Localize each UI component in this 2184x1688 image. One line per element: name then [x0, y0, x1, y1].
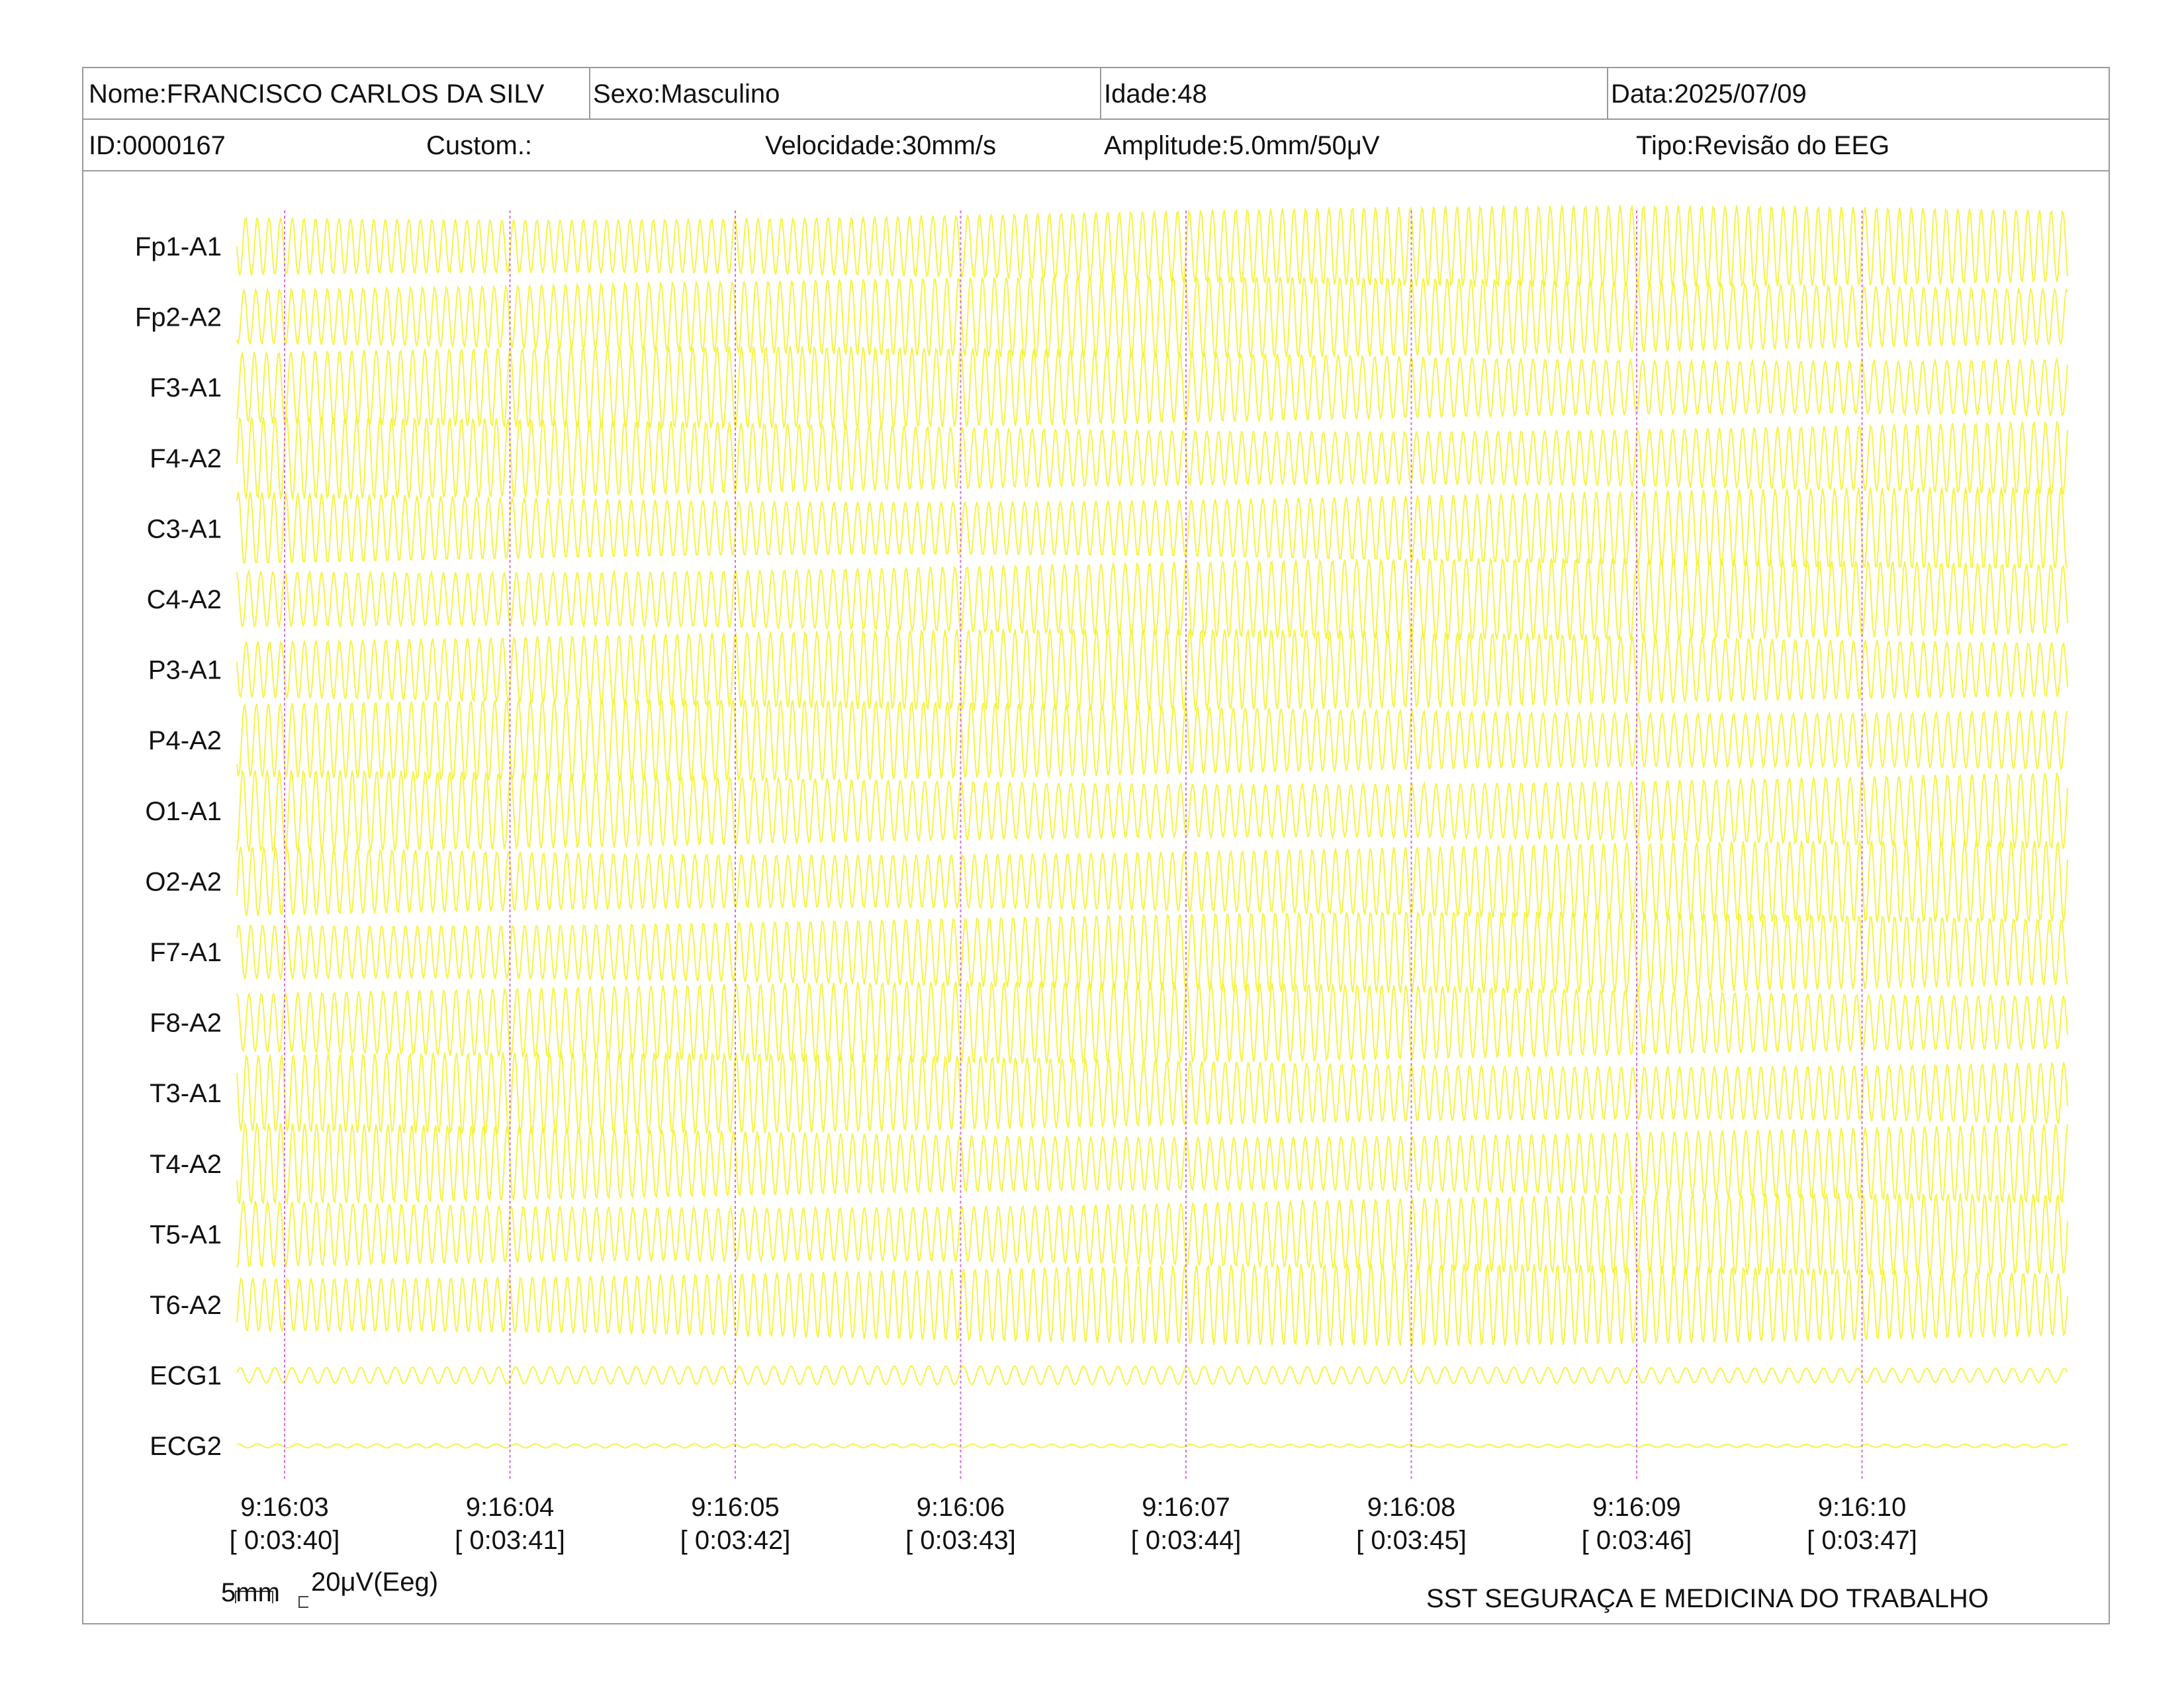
organization-name: SST SEGURAÇA E MEDICINA DO TRABALHO: [1426, 1584, 1989, 1613]
amplitude-scale-label: 20μV(Eeg): [311, 1568, 439, 1597]
elapsed-tick-label: [ 0:03:42]: [680, 1526, 791, 1555]
elapsed-tick-label: [ 0:03:47]: [1807, 1526, 1917, 1555]
channel-label: T6-A2: [150, 1291, 222, 1320]
report-frame: Nome:FRANCISCO CARLOS DA SILV Sexo:Mascu…: [82, 67, 2110, 1624]
paper-speed: Velocidade:30mm/s: [765, 131, 997, 160]
elapsed-tick-label: [ 0:03:41]: [455, 1526, 565, 1555]
patient-id: ID:0000167: [89, 131, 226, 160]
patient-age: Idade:48: [1104, 79, 1207, 109]
channel-label: F4-A2: [150, 444, 222, 473]
channel-trace: [236, 1192, 2068, 1276]
channel-trace: [236, 416, 2068, 500]
channel-label: C3-A1: [147, 514, 222, 543]
channel-label: Fp2-A2: [135, 303, 222, 332]
time-tick-label: 9:16:03: [240, 1493, 328, 1522]
channel-trace: [236, 1123, 2068, 1205]
channel-label: F8-A2: [150, 1009, 222, 1038]
channel-trace: [236, 769, 2068, 853]
header-divider: [1607, 68, 1608, 118]
channel-trace: [236, 1263, 2068, 1346]
time-tick-label: 9:16:10: [1818, 1493, 1906, 1522]
time-tick-label: 9:16:08: [1367, 1493, 1455, 1522]
elapsed-tick-label: [ 0:03:40]: [230, 1526, 340, 1555]
channel-trace: [236, 1365, 2068, 1385]
elapsed-tick-label: [ 0:03:43]: [905, 1526, 1016, 1555]
channel-label: F3-A1: [150, 373, 222, 402]
custom-field: Custom.:: [426, 131, 533, 160]
amplitude-scale-bracket: [298, 1596, 308, 1608]
channel-label: T5-A1: [150, 1220, 222, 1249]
amplitude-setting: Amplitude:5.0mm/50μV: [1104, 131, 1380, 160]
patient-name: Nome:FRANCISCO CARLOS DA SILV: [89, 79, 545, 109]
channel-label: F7-A1: [150, 938, 222, 967]
time-tick-label: 9:16:06: [917, 1493, 1005, 1522]
channel-trace: [236, 839, 2068, 923]
channel-trace: [236, 205, 2068, 288]
channel-trace: [236, 557, 2068, 641]
elapsed-tick-label: [ 0:03:44]: [1131, 1526, 1242, 1555]
channel-label: T4-A2: [150, 1150, 222, 1179]
header-divider: [1100, 68, 1101, 118]
channel-label: Fp1-A1: [135, 232, 222, 261]
channel-trace: [237, 1443, 2068, 1449]
record-date: Data:2025/07/09: [1611, 79, 1807, 109]
channel-trace: [236, 276, 2068, 358]
header-row-1: Nome:FRANCISCO CARLOS DA SILV Sexo:Mascu…: [83, 68, 2109, 120]
elapsed-tick-label: [ 0:03:46]: [1582, 1526, 1692, 1555]
time-tick-label: 9:16:09: [1592, 1493, 1680, 1522]
channel-trace: [236, 911, 2068, 994]
time-scale-bracket: [235, 1591, 273, 1603]
channel-label: P4-A2: [148, 726, 222, 755]
time-tick-label: 9:16:07: [1142, 1493, 1230, 1522]
record-type: Tipo:Revisão do EEG: [1636, 131, 1890, 160]
channel-trace: [236, 700, 2068, 781]
scale-bar: [235, 1591, 308, 1608]
channel-label: P3-A1: [148, 656, 222, 685]
channel-label: C4-A2: [147, 585, 222, 614]
channel-label: T3-A1: [150, 1079, 222, 1108]
channel-label: O1-A1: [145, 797, 222, 826]
channel-label: O2-A2: [145, 867, 222, 896]
channel-trace: [236, 980, 2068, 1064]
time-tick-label: 9:16:04: [466, 1493, 554, 1522]
time-tick-label: 9:16:05: [691, 1493, 779, 1522]
elapsed-tick-label: [ 0:03:45]: [1356, 1526, 1467, 1555]
time-scale-label: 5mm: [221, 1578, 280, 1607]
channel-trace: [236, 628, 2068, 712]
channel-label: ECG1: [150, 1362, 222, 1391]
channel-trace: [236, 1051, 2068, 1135]
channel-trace: [236, 345, 2068, 430]
header-row-2: ID:0000167 Custom.: Velocidade:30mm/s Am…: [83, 120, 2109, 171]
header-divider: [589, 68, 590, 118]
channel-trace: [236, 487, 2068, 569]
patient-sex: Sexo:Masculino: [593, 79, 780, 109]
channel-label: ECG2: [150, 1432, 222, 1461]
